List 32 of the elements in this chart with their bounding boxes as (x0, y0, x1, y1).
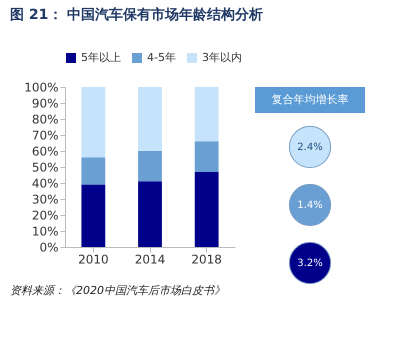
bar (138, 87, 162, 151)
y-tick-label: 20% (32, 208, 58, 222)
bar (194, 172, 219, 247)
legend-label: 3年以内 (202, 51, 242, 64)
bar (138, 181, 162, 247)
bar (194, 141, 219, 172)
y-tick-label: 40% (32, 176, 58, 190)
x-tick-label: 2014 (134, 252, 166, 266)
text: 资料来源：《2020中国汽车后市场白皮书》 (10, 284, 225, 297)
text: 2.4% (297, 142, 323, 153)
bar (194, 87, 219, 142)
bar (138, 151, 162, 182)
y-tick-label: 70% (32, 128, 58, 142)
x-tick-label: 2010 (78, 252, 109, 266)
bar (81, 157, 106, 185)
legend-label: 5年以上 (81, 51, 121, 64)
y-tick-label: 90% (32, 96, 58, 110)
y-tick-label: 0% (39, 240, 58, 254)
y-tick-label: 50% (32, 160, 58, 174)
y-tick-label: 80% (32, 112, 58, 126)
y-tick-label: 100% (24, 80, 58, 94)
y-tick-label: 10% (32, 224, 58, 238)
y-tick-label: 30% (32, 192, 58, 206)
x-tick-label: 2018 (191, 252, 222, 266)
bar (81, 184, 106, 247)
text: 复合年均增长率 (272, 93, 348, 106)
y-tick-label: 60% (32, 144, 58, 158)
text: 3.2% (297, 258, 323, 269)
bar (81, 87, 106, 158)
text: 1.4% (297, 200, 323, 211)
chart-title: 图 21： 中国汽车保有市场年龄结构分析 (10, 6, 264, 23)
legend-label: 4-5年 (147, 51, 176, 64)
